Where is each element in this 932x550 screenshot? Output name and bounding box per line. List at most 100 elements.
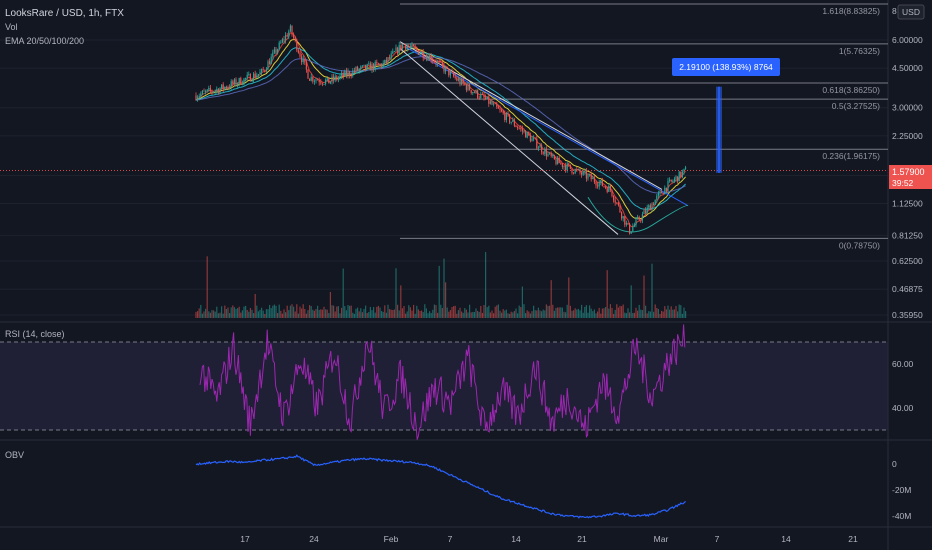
volume-bar bbox=[549, 305, 551, 318]
candle-body bbox=[641, 214, 643, 221]
volume-bar bbox=[430, 312, 432, 318]
candle-body bbox=[296, 39, 298, 51]
candle-body bbox=[566, 163, 568, 171]
volume-bar bbox=[678, 304, 680, 318]
candle-body bbox=[398, 44, 400, 54]
rsi-legend[interactable]: RSI (14, close) bbox=[5, 329, 65, 339]
candle-body bbox=[480, 94, 482, 99]
candle-body bbox=[617, 202, 619, 206]
volume-bar bbox=[501, 312, 503, 318]
volume-bar bbox=[475, 308, 477, 318]
candle-body bbox=[517, 126, 519, 128]
volume-bar bbox=[557, 307, 559, 318]
price-range-measure[interactable]: 2.19100 (138.93%) 8764 bbox=[672, 58, 780, 173]
candle-body bbox=[544, 149, 546, 154]
volume-bar bbox=[289, 305, 291, 318]
candle-body bbox=[630, 231, 632, 234]
candle-body bbox=[201, 90, 203, 94]
candle-body bbox=[440, 61, 442, 63]
candle-body bbox=[592, 177, 594, 180]
volume-bar bbox=[630, 285, 632, 318]
candle-body bbox=[536, 138, 538, 149]
volume-bar bbox=[560, 307, 562, 318]
candle-body bbox=[584, 171, 586, 173]
candle-body bbox=[523, 130, 525, 132]
candle-body bbox=[651, 203, 653, 211]
symbol-title[interactable]: LooksRare / USD, 1h, FTX bbox=[5, 8, 124, 19]
candle-body bbox=[685, 167, 687, 169]
candle-body bbox=[392, 51, 394, 54]
volume-bar bbox=[376, 306, 378, 318]
candle-body bbox=[321, 83, 323, 85]
candle-body bbox=[662, 193, 664, 195]
measure-label: 2.19100 (138.93%) 8764 bbox=[679, 62, 773, 72]
candle-body bbox=[299, 52, 301, 57]
volume-bar bbox=[429, 311, 431, 318]
volume-bar bbox=[409, 307, 411, 318]
price-tick-label: 0.62500 bbox=[892, 256, 923, 266]
volume-bar bbox=[257, 311, 259, 318]
candle-body bbox=[245, 78, 247, 79]
volume-bar bbox=[537, 307, 539, 318]
candle-body bbox=[606, 187, 608, 192]
candle-body bbox=[283, 39, 285, 41]
candle-body bbox=[302, 58, 304, 63]
volume-bar bbox=[614, 309, 616, 318]
volume-bar bbox=[664, 306, 666, 318]
candle-body bbox=[294, 37, 296, 40]
volume-bar bbox=[467, 312, 469, 318]
currency-button[interactable] bbox=[897, 4, 925, 20]
channel-lower-line bbox=[399, 48, 619, 235]
volume-bar bbox=[469, 304, 471, 318]
volume-bar bbox=[507, 313, 509, 318]
candle-body bbox=[230, 81, 232, 88]
volume-bar bbox=[361, 312, 363, 318]
ema-legend[interactable]: EMA 20/50/100/200 bbox=[5, 36, 84, 46]
candle-body bbox=[293, 34, 295, 38]
candle-body bbox=[611, 189, 613, 197]
obv-legend[interactable]: OBV bbox=[5, 450, 24, 460]
candle-body bbox=[541, 145, 543, 153]
candle-body bbox=[214, 90, 216, 92]
volume-bar bbox=[389, 309, 391, 318]
volume-bar bbox=[203, 311, 205, 318]
volume-bar bbox=[542, 309, 544, 318]
candle-body bbox=[520, 128, 522, 129]
volume-bar bbox=[621, 306, 623, 318]
volume-legend[interactable]: Vol bbox=[5, 22, 18, 32]
volume-bar bbox=[417, 309, 419, 318]
volume-bar bbox=[625, 313, 627, 318]
candle-body bbox=[481, 94, 483, 96]
volume-bar bbox=[273, 304, 275, 318]
candle-body bbox=[352, 70, 354, 76]
volume-bar bbox=[413, 304, 415, 318]
candle-body bbox=[357, 67, 359, 71]
candle-body bbox=[565, 165, 567, 171]
volume-bar bbox=[425, 308, 427, 318]
candle-body bbox=[608, 185, 610, 192]
candle-body bbox=[385, 59, 387, 63]
candle-body bbox=[645, 210, 647, 213]
candle-body bbox=[561, 163, 563, 168]
volume-bar bbox=[552, 304, 554, 318]
volume-bar bbox=[256, 305, 258, 318]
currency-button-label[interactable]: USD bbox=[902, 7, 920, 17]
volume-bar bbox=[262, 310, 264, 318]
price-tick-label: 4.50000 bbox=[892, 63, 923, 73]
volume-bar bbox=[605, 307, 607, 318]
last-price-value: 1.57900 bbox=[892, 167, 925, 177]
candle-body bbox=[307, 69, 309, 79]
candle-body bbox=[344, 70, 346, 77]
fib-level-label: 0(0.78750) bbox=[839, 240, 880, 250]
volume-bar bbox=[541, 311, 543, 318]
volume-bar bbox=[278, 304, 280, 318]
candle-body bbox=[238, 78, 240, 84]
volume-bar bbox=[321, 309, 323, 318]
candle-body bbox=[336, 76, 338, 80]
volume-bar bbox=[677, 311, 679, 318]
candle-body bbox=[673, 178, 675, 182]
candle-body bbox=[393, 51, 395, 53]
volume-bar bbox=[558, 307, 560, 318]
candle-body bbox=[381, 63, 383, 67]
